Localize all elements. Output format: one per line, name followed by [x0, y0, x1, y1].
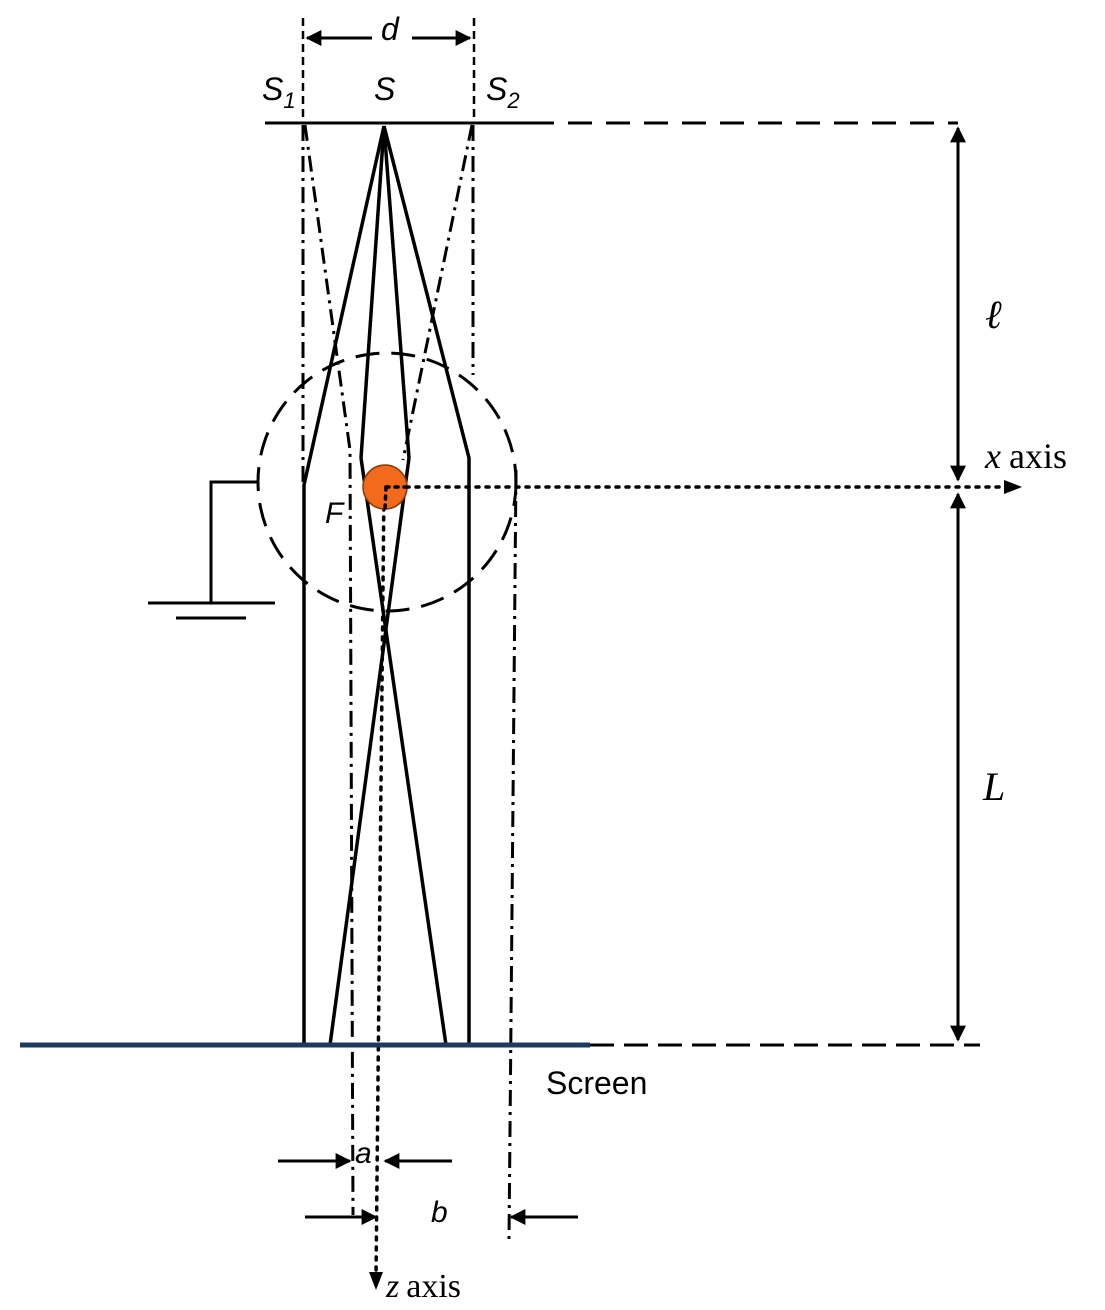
a-label: a [355, 1137, 372, 1170]
b-label: b [431, 1196, 448, 1229]
ell-label: ℓ [985, 292, 1002, 337]
ground-wire [209, 480, 258, 603]
s2-diagonal-ray [401, 124, 474, 461]
s2-outer-ray [507, 469, 518, 1241]
screen-label: Screen [546, 1065, 647, 1101]
x-axis-arrowhead [1004, 480, 1022, 494]
outer-ray-left [302, 125, 386, 1045]
f-label: F [325, 497, 345, 530]
s2-label: S2 [486, 71, 520, 113]
big-l-label: L [982, 764, 1005, 809]
z-axis-label: z axis [385, 1268, 461, 1305]
virtual-source-rays [301, 124, 518, 1241]
x-axis-label: x axis [984, 436, 1067, 476]
ground-symbol [148, 480, 275, 620]
inner-ray-left [359, 125, 386, 459]
inner-ray-right [382, 125, 411, 459]
s-label: S [374, 71, 395, 107]
crossing-ray-left [359, 457, 448, 1046]
fiber-axis-dots-vertical [383, 485, 388, 511]
s1-label: S1 [262, 71, 296, 113]
z-axis-arrowhead [369, 1272, 383, 1290]
d-label: d [381, 11, 400, 47]
z-axis-line [374, 485, 386, 1280]
solid-rays [302, 125, 471, 1046]
outer-ray-right [382, 125, 471, 1045]
s1-diagonal-ray [303, 124, 355, 1216]
crossing-ray-right [328, 457, 411, 1046]
